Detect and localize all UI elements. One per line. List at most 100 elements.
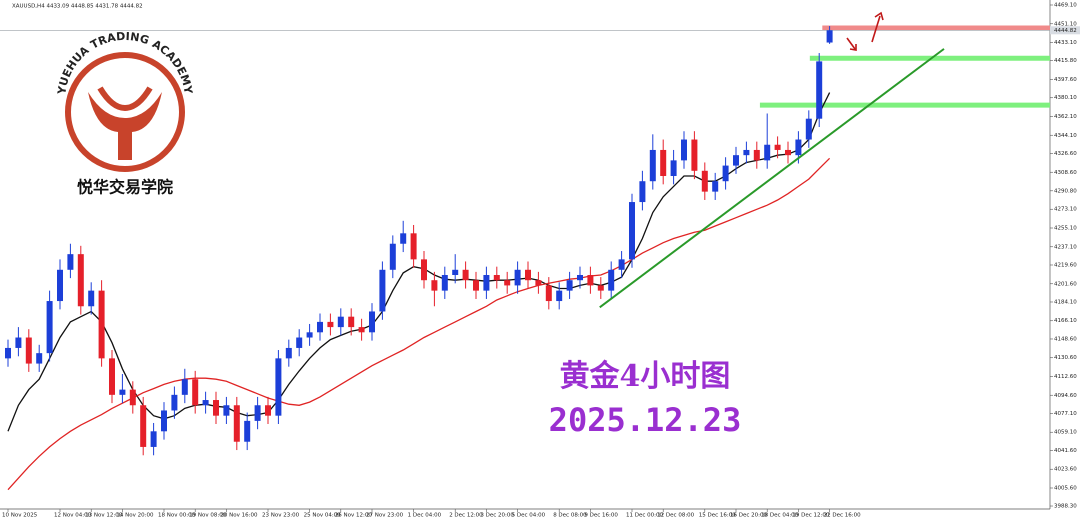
y-tick-label: 4201.60: [1054, 281, 1077, 287]
candle-body: [67, 254, 74, 270]
candle-body: [285, 347, 292, 359]
candle-body: [504, 280, 511, 286]
candle-body: [493, 274, 500, 281]
candle-body: [88, 290, 95, 307]
candle-body: [556, 290, 563, 302]
candle-body: [452, 269, 459, 275]
x-tick-label: 25 Nov 04:00: [304, 513, 342, 519]
candle-body: [57, 269, 63, 302]
candle-body: [639, 181, 646, 203]
candle-body: [441, 274, 448, 291]
x-tick-label: 9 Dec 16:00: [584, 513, 618, 519]
candle-body: [46, 301, 53, 354]
x-tick-label: 3 Dec 20:00: [480, 513, 514, 519]
candle-body: [743, 149, 750, 156]
x-tick-label: 18 Dec 04:00: [761, 513, 798, 519]
candle-body: [306, 332, 313, 338]
y-tick-label: 3988.30: [1054, 504, 1077, 510]
candle-body: [649, 149, 656, 182]
x-tick-label: 13 Nov 12:00: [85, 513, 123, 519]
y-tick-label: 4094.60: [1054, 393, 1077, 399]
x-tick-label: 5 Dec 04:00: [512, 513, 546, 519]
candle-body: [98, 290, 105, 359]
x-tick-label: 12 Dec 08:00: [657, 513, 694, 519]
candle-body: [358, 327, 365, 333]
header: XAUUSD,H4 4433.09 4448.85 4431.78 4444.8…: [12, 4, 143, 10]
candle-body: [181, 379, 188, 395]
candle-body: [483, 274, 490, 291]
candle-body: [566, 280, 573, 291]
candle-body: [254, 405, 261, 421]
candle-body: [317, 321, 323, 333]
y-tick-label: 4255.10: [1054, 226, 1077, 232]
candle-body: [525, 269, 531, 281]
candle-body: [691, 139, 698, 171]
y-tick-label: 4415.80: [1054, 58, 1077, 64]
candle-body: [223, 405, 230, 416]
candle-body: [171, 394, 178, 411]
y-tick-label: 4290.80: [1054, 188, 1077, 194]
candle-body: [712, 181, 719, 192]
candle-body: [514, 269, 521, 286]
y-tick-label: 4041.60: [1054, 448, 1077, 454]
x-tick-label: 18 Nov 00:00: [158, 513, 196, 519]
candle-body: [296, 337, 303, 348]
logo-ring: [65, 52, 185, 172]
candle-body: [795, 139, 802, 156]
moving-average: [7, 157, 831, 491]
candle-body: [608, 269, 615, 291]
x-tick-label: 12 Nov 04:00: [54, 513, 92, 519]
candle-body: [764, 144, 771, 161]
y-tick-label: 4184.10: [1054, 299, 1077, 305]
candle-body: [192, 379, 199, 406]
candle-body: [660, 149, 667, 177]
last-price-label: 4444.82: [1054, 28, 1077, 34]
y-tick-label: 4148.60: [1054, 336, 1077, 342]
candle-body: [410, 233, 417, 260]
x-tick-label: 8 Dec 08:00: [553, 513, 587, 519]
candle-body: [275, 358, 282, 416]
y-tick-label: 4362.10: [1054, 114, 1077, 120]
candle-body: [150, 431, 157, 447]
candle-body: [389, 243, 396, 270]
candle-body: [473, 280, 479, 291]
annotation-date: 2025.12.23: [549, 401, 742, 439]
candle-body: [535, 280, 542, 286]
candle-body: [701, 170, 708, 192]
candle-body: [753, 149, 760, 161]
arrow-down: [846, 37, 856, 50]
y-tick-label: 4023.60: [1054, 467, 1077, 473]
candle-body: [233, 405, 240, 442]
x-tick-label: 11 Dec 00:00: [626, 513, 663, 519]
arrow-up: [871, 15, 881, 43]
arrow-up-head: [874, 11, 884, 21]
x-tick-label: 15 Dec 16:00: [699, 513, 736, 519]
x-tick-label: 26 Nov 12:00: [335, 513, 373, 519]
x-tick-label: 14 Nov 20:00: [116, 513, 154, 519]
candle-body: [109, 358, 115, 395]
candle-body: [337, 316, 344, 328]
candle-body: [25, 337, 32, 364]
candle-body: [369, 311, 375, 333]
y-tick-label: 4005.60: [1054, 485, 1077, 491]
candle-body: [348, 316, 355, 328]
candle-body: [597, 285, 604, 291]
candle-body: [77, 254, 84, 307]
candle-body: [36, 353, 43, 364]
annotation-title: 黄金4小时图: [560, 359, 731, 394]
x-tick-label: 16 Dec 20:00: [730, 513, 767, 519]
x-tick-label: 1 Dec 04:00: [408, 513, 442, 519]
candle-body: [587, 274, 594, 286]
logo-mark-top: [97, 86, 153, 112]
candle-body: [431, 280, 438, 291]
candle-body: [265, 405, 271, 416]
y-tick-label: 4469.10: [1054, 3, 1077, 9]
y-tick-label: 4397.60: [1054, 77, 1077, 83]
candle-body: [816, 61, 823, 119]
candle-body: [545, 285, 552, 302]
y-tick-label: 4344.10: [1054, 133, 1077, 139]
x-tick-label: 2 Dec 12:00: [449, 513, 483, 519]
plot: 4469.10 4451.10 4433.10 4415.80 4397.60 4380.…: [0, 3, 1080, 519]
